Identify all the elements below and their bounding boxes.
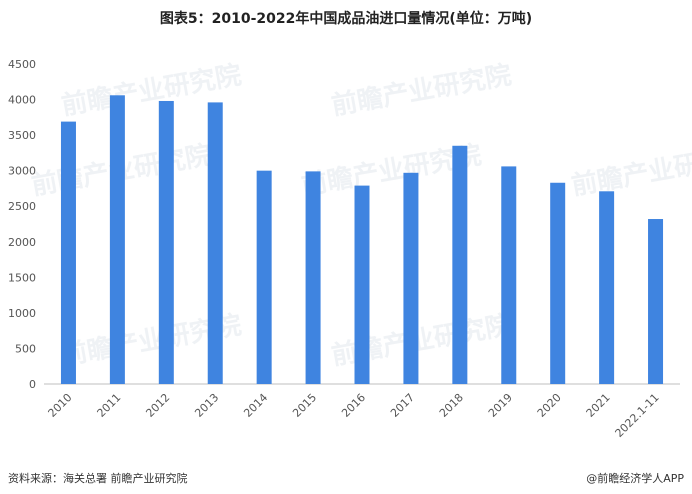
x-tick-label: 2021 bbox=[584, 391, 613, 420]
y-tick-label: 1500 bbox=[8, 271, 36, 284]
x-tick-label: 2015 bbox=[290, 391, 319, 420]
bar-2010 bbox=[60, 121, 76, 384]
x-tick-label: 2019 bbox=[486, 391, 515, 420]
y-tick-label: 4500 bbox=[8, 58, 36, 71]
bar-2015 bbox=[305, 171, 321, 384]
source-note: 资料来源：海关总署 前瞻产业研究院 bbox=[8, 472, 188, 485]
bar-2013 bbox=[207, 102, 223, 385]
bar-2012 bbox=[158, 100, 174, 384]
bar-2016 bbox=[354, 185, 370, 384]
y-tick-label: 2000 bbox=[8, 236, 36, 249]
y-tick-label: 4000 bbox=[8, 94, 36, 107]
y-tick-label: 500 bbox=[15, 342, 36, 355]
brand-credit: @前瞻经济学人APP bbox=[586, 472, 684, 485]
x-tick-label: 2017 bbox=[388, 391, 417, 420]
y-tick-label: 1000 bbox=[8, 307, 36, 320]
x-tick-label: 2011 bbox=[95, 391, 124, 420]
bar-2021 bbox=[599, 191, 615, 384]
x-tick-label: 2014 bbox=[241, 391, 270, 420]
y-tick-label: 3000 bbox=[8, 165, 36, 178]
bar-2020 bbox=[550, 182, 566, 384]
x-tick-label: 2020 bbox=[535, 391, 564, 420]
bar-2019 bbox=[501, 166, 517, 384]
x-tick-label: 2013 bbox=[192, 391, 221, 420]
x-tick-label: 2012 bbox=[143, 391, 172, 420]
chart-title: 图表5：2010-2022年中国成品油进口量情况(单位：万吨) bbox=[159, 11, 533, 27]
y-tick-label: 2500 bbox=[8, 200, 36, 213]
bar-2014 bbox=[256, 170, 272, 384]
x-tick-label: 2010 bbox=[46, 391, 75, 420]
x-tick-label: 2018 bbox=[437, 391, 466, 420]
bar-2017 bbox=[403, 172, 419, 384]
bar-2011 bbox=[109, 95, 125, 385]
bar-2018 bbox=[452, 145, 468, 384]
bar-2022.1-11 bbox=[648, 219, 664, 384]
y-tick-label: 3500 bbox=[8, 129, 36, 142]
x-tick-label: 2022.1-11 bbox=[613, 391, 662, 440]
x-tick-label: 2016 bbox=[339, 391, 368, 420]
y-tick-label: 0 bbox=[29, 378, 36, 391]
